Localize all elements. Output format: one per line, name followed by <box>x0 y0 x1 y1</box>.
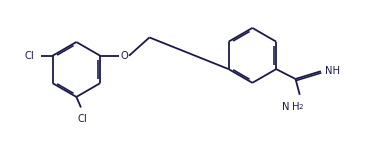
Text: H: H <box>292 102 299 112</box>
Text: NH: NH <box>325 66 340 76</box>
Text: O: O <box>120 51 128 61</box>
Text: 2: 2 <box>298 104 303 110</box>
Text: Cl: Cl <box>78 114 88 124</box>
Text: N: N <box>282 102 290 112</box>
Text: Cl: Cl <box>24 51 34 61</box>
